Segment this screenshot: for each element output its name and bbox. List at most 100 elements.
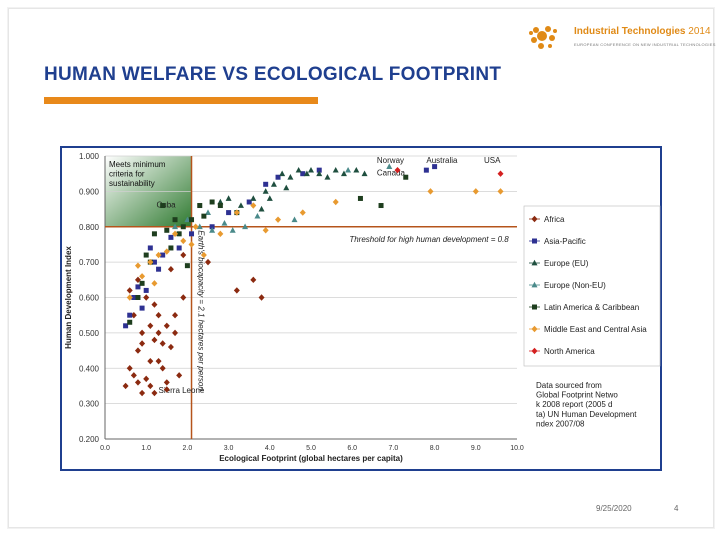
y-axis-title: Human Development Index <box>64 246 73 349</box>
x-tick-label: 4.0 <box>265 445 275 452</box>
title-underline <box>44 97 318 104</box>
legend-label: Latin America & Caribbean <box>544 303 639 312</box>
point-africa <box>155 311 162 319</box>
point-middle-east-and-central-asia <box>332 198 339 206</box>
point-africa <box>258 294 265 301</box>
point-europe-non-eu <box>221 220 228 226</box>
point-middle-east-and-central-asia <box>126 294 133 301</box>
point-latin-america-caribbean <box>164 227 170 233</box>
point-africa <box>151 301 158 308</box>
legend-label: North America <box>544 347 595 356</box>
y-tick-label: 0.800 <box>79 223 100 232</box>
point-africa <box>139 389 146 397</box>
point-europe-non-eu <box>242 223 249 230</box>
point-asia-pacific <box>123 323 129 329</box>
point-africa <box>147 322 154 329</box>
point-africa <box>134 379 141 386</box>
legend-marker <box>532 238 537 244</box>
source-note: ndex 2007/08 <box>536 419 585 428</box>
point-asia-pacific <box>275 174 281 180</box>
point-latin-america-caribbean <box>143 252 149 258</box>
point-latin-america-caribbean <box>176 231 182 237</box>
y-tick-label: 0.900 <box>79 187 100 196</box>
point-europe-eu <box>303 170 310 177</box>
point-middle-east-and-central-asia <box>275 216 282 223</box>
point-africa <box>126 287 133 294</box>
point-europe-eu <box>340 170 347 177</box>
legend-marker <box>531 325 538 333</box>
x-axis-title: Ecological Footprint (global hectares pe… <box>219 454 403 463</box>
point-africa <box>159 365 166 372</box>
point-middle-east-and-central-asia <box>134 262 141 269</box>
x-tick-label: 9.0 <box>471 445 481 452</box>
annotation-label: Canada <box>377 168 406 177</box>
point-africa <box>159 340 166 347</box>
point-asia-pacific <box>189 231 195 237</box>
point-latin-america-caribbean <box>201 213 207 219</box>
annotation-label: USA <box>484 156 501 165</box>
point-europe-eu <box>266 195 273 201</box>
legend-label: Middle East and Central Asia <box>544 325 647 334</box>
legend-marker <box>532 304 537 310</box>
biocapacity-label: Earth's biocapacity = 2.1 hectares per p… <box>197 230 206 391</box>
point-africa <box>139 340 146 347</box>
point-asia-pacific <box>176 245 182 251</box>
point-africa <box>163 386 170 393</box>
point-europe-eu <box>279 170 286 177</box>
hdi-threshold-label: Threshold for high human development = 0… <box>349 235 509 244</box>
y-tick-label: 0.500 <box>79 329 100 338</box>
point-africa <box>134 347 141 354</box>
legend-box <box>523 205 661 367</box>
point-africa <box>134 276 141 284</box>
point-asia-pacific <box>143 287 149 293</box>
point-europe-eu <box>283 184 290 191</box>
point-middle-east-and-central-asia <box>139 273 146 280</box>
point-asia-pacific <box>139 305 145 311</box>
point-asia-pacific <box>135 284 141 290</box>
point-europe-eu <box>324 174 331 180</box>
point-europe-eu <box>250 195 257 201</box>
point-latin-america-caribbean <box>209 199 215 205</box>
point-europe-non-eu <box>254 212 261 219</box>
logo-tagline: EUROPEAN CONFERENCE ON NEW INDUSTRIAL TE… <box>574 42 716 47</box>
legend-label: Africa <box>544 215 565 224</box>
page-title: HUMAN WELFARE VS ECOLOGICAL FOOTPRINT <box>44 64 502 85</box>
x-tick-label: 0.0 <box>100 445 110 452</box>
point-africa <box>250 276 257 284</box>
point-latin-america-caribbean <box>378 203 384 209</box>
point-latin-america-caribbean <box>184 263 190 269</box>
point-middle-east-and-central-asia <box>155 251 162 259</box>
point-latin-america-caribbean <box>197 203 203 209</box>
point-africa <box>180 251 187 259</box>
logo-name: Industrial Technologies 2014 <box>574 26 711 37</box>
point-middle-east-and-central-asia <box>262 227 269 234</box>
point-asia-pacific <box>127 312 133 318</box>
legend-marker <box>531 281 538 288</box>
point-africa <box>155 329 162 337</box>
legend-marker <box>531 259 538 266</box>
y-tick-label: 0.700 <box>79 258 100 267</box>
x-tick-label: 5.0 <box>306 445 316 452</box>
point-asia-pacific <box>300 171 306 177</box>
y-tick-label: 0.600 <box>79 294 100 303</box>
point-africa <box>139 329 146 337</box>
point-africa <box>122 382 129 390</box>
point-north-america <box>394 166 401 174</box>
point-latin-america-caribbean <box>217 203 223 209</box>
point-africa <box>143 375 150 383</box>
point-asia-pacific <box>168 234 174 240</box>
point-asia-pacific <box>226 210 232 216</box>
point-africa <box>163 379 170 386</box>
point-europe-non-eu <box>229 227 236 233</box>
point-latin-america-caribbean <box>189 217 195 223</box>
point-africa <box>167 266 174 273</box>
point-latin-america-caribbean <box>127 319 133 325</box>
sustainability-label: Meets minimum <box>109 160 166 169</box>
point-middle-east-and-central-asia <box>163 248 170 255</box>
y-tick-label: 1.000 <box>79 152 100 161</box>
point-middle-east-and-central-asia <box>151 280 158 287</box>
point-asia-pacific <box>151 259 157 265</box>
source-note: Global Footprint Netwo <box>536 391 618 400</box>
point-asia-pacific <box>160 252 166 258</box>
point-middle-east-and-central-asia <box>299 209 306 216</box>
